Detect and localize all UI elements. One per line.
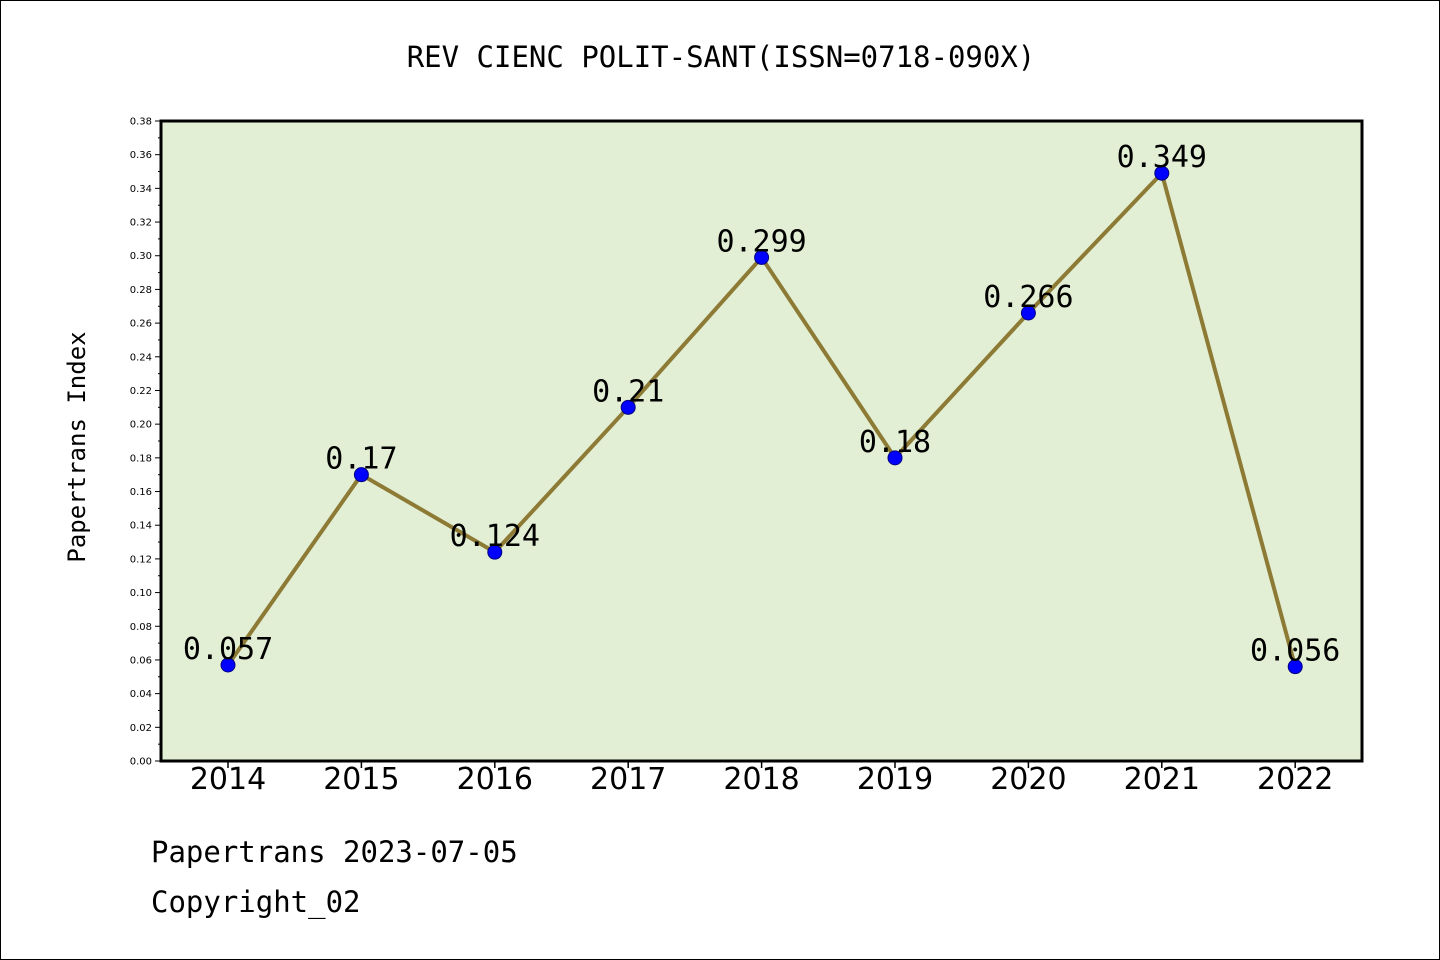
data-point-marker <box>220 657 236 673</box>
data-point-marker <box>487 544 503 560</box>
y-tick-label: 0.38 <box>130 117 152 128</box>
y-tick-label: 0.10 <box>130 588 152 599</box>
data-label: 0.17 <box>325 442 397 477</box>
y-tick-label: 0.00 <box>130 757 152 768</box>
x-tick-label: 2015 <box>323 762 399 797</box>
y-tick-label: 0.20 <box>130 420 152 431</box>
data-label: 0.299 <box>716 224 806 259</box>
y-tick-label: 0.32 <box>130 218 152 229</box>
x-tick-label: 2014 <box>190 762 266 797</box>
y-tick-label: 0.36 <box>130 150 152 161</box>
y-tick-label: 0.08 <box>130 622 152 633</box>
x-tick-label: 2020 <box>990 762 1066 797</box>
x-tick-label: 2021 <box>1124 762 1200 797</box>
x-tick-label: 2018 <box>723 762 799 797</box>
y-axis: 0.00 0.02 0.04 0.06 0.08 0.10 0.12 0.14 0.16 0.18… <box>130 117 161 768</box>
data-point-marker <box>1287 659 1303 675</box>
x-axis: 2014 2015 2016 2017 2018 2019 2020 2021 2022 <box>190 761 1333 797</box>
data-label: 0.21 <box>592 374 664 409</box>
y-tick-label: 0.24 <box>130 352 152 363</box>
data-point-marker <box>754 249 770 265</box>
data-label: 0.266 <box>983 280 1073 315</box>
plot-frame <box>159 119 1364 763</box>
data-label: 0.056 <box>1250 634 1340 669</box>
data-label: 0.057 <box>183 632 273 667</box>
x-tick-label: 2016 <box>457 762 533 797</box>
y-tick-label: 0.34 <box>130 184 152 195</box>
data-label: 0.124 <box>450 519 540 554</box>
y-tick-label: 0.28 <box>130 285 152 296</box>
y-tick-label: 0.22 <box>130 386 152 397</box>
data-points <box>220 165 1303 675</box>
y-axis-label: Papertrans Index <box>63 331 91 562</box>
data-point-marker <box>887 450 903 466</box>
data-labels: 0.057 0.17 0.124 0.21 0.299 0.18 0.266 0.349 0.0… <box>183 140 1341 668</box>
footer-copyright-text: Copyright_02 <box>151 885 361 919</box>
y-tick-label: 0.04 <box>130 689 152 700</box>
y-tick-label: 0.14 <box>130 521 152 532</box>
x-tick-label: 2022 <box>1257 762 1333 797</box>
y-tick-label: 0.12 <box>130 554 152 565</box>
y-tick-label: 0.16 <box>130 487 152 498</box>
footer-date-text: Papertrans 2023-07-05 <box>151 835 518 869</box>
data-point-marker <box>620 399 636 415</box>
data-point-marker <box>353 467 369 483</box>
data-point-marker <box>1154 165 1170 181</box>
data-label: 0.18 <box>859 425 931 460</box>
chart-title: REV CIENC POLIT-SANT(ISSN=0718-090X) <box>407 40 1036 74</box>
x-tick-label: 2017 <box>590 762 666 797</box>
y-tick-label: 0.02 <box>130 723 152 734</box>
y-tick-label: 0.30 <box>130 251 152 262</box>
y-tick-label: 0.06 <box>130 655 152 666</box>
data-point-marker <box>1020 305 1036 321</box>
x-tick-label: 2019 <box>857 762 933 797</box>
y-tick-label: 0.26 <box>130 319 152 330</box>
plot-area <box>161 121 1362 761</box>
data-label: 0.349 <box>1117 140 1207 175</box>
y-tick-label: 0.18 <box>130 453 152 464</box>
